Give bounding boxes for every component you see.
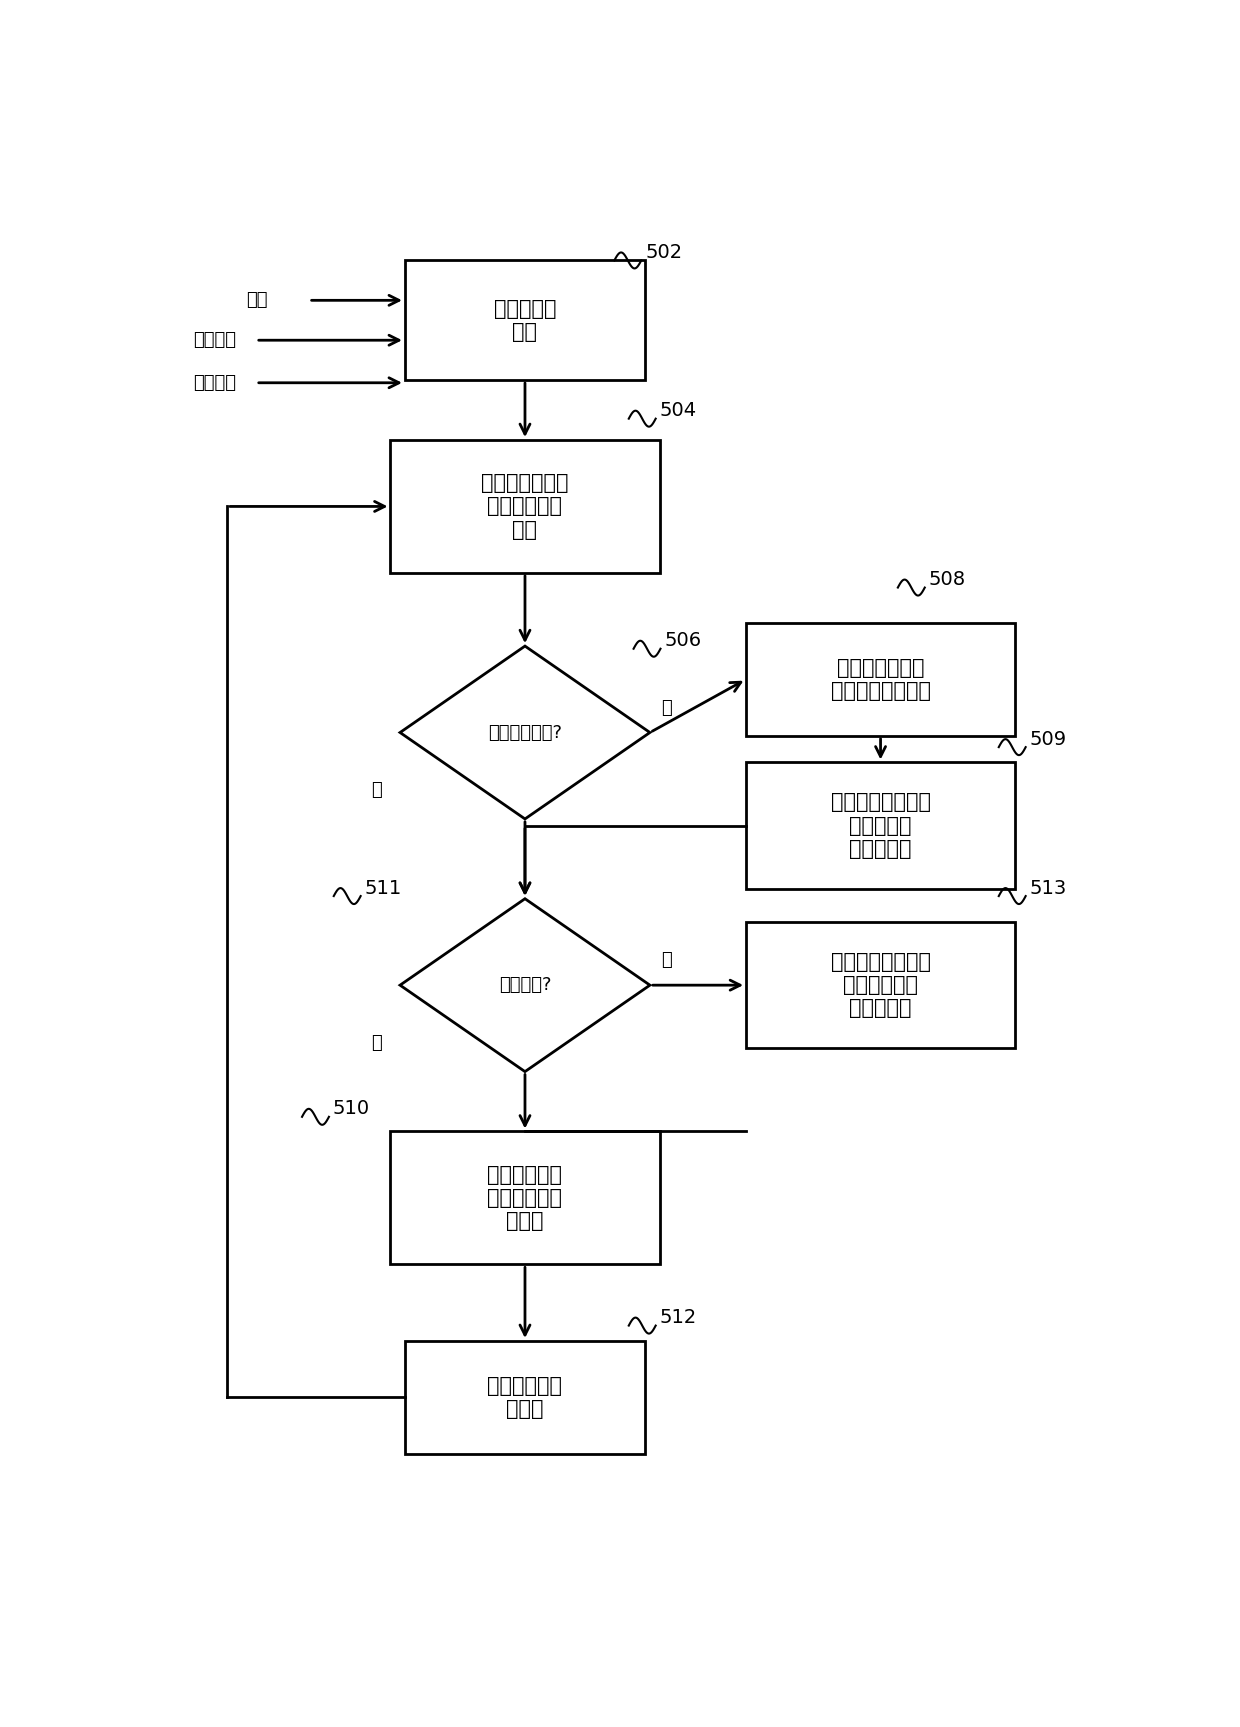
Text: 杂项输入: 杂项输入 <box>193 373 237 392</box>
Text: 确定建议的路线，
将事件、路线
通知给车辆: 确定建议的路线， 将事件、路线 通知给车辆 <box>831 952 930 1019</box>
Text: 512: 512 <box>660 1307 697 1326</box>
FancyBboxPatch shape <box>746 762 1016 889</box>
Text: 508: 508 <box>929 570 966 589</box>
FancyBboxPatch shape <box>404 261 645 380</box>
Text: 将紧急情况车辆、
建议的路线
通知给车辆: 将紧急情况车辆、 建议的路线 通知给车辆 <box>831 793 930 858</box>
FancyBboxPatch shape <box>746 922 1016 1048</box>
Text: 否: 否 <box>371 781 382 800</box>
Text: 交通堵塞?: 交通堵塞? <box>498 976 552 995</box>
Text: 509: 509 <box>1029 729 1066 750</box>
Text: 标识紧急情况车
辆的目的地、路径: 标识紧急情况车 辆的目的地、路径 <box>831 658 930 701</box>
Text: 将定时发送给
交通灯: 将定时发送给 交通灯 <box>487 1376 563 1420</box>
Text: 513: 513 <box>1029 879 1066 898</box>
Text: 保持交通灯
数据: 保持交通灯 数据 <box>494 299 557 342</box>
FancyBboxPatch shape <box>746 623 1016 736</box>
Text: 506: 506 <box>665 632 702 651</box>
Text: 确定用于每个
交通灯的交通
灯定时: 确定用于每个 交通灯的交通 灯定时 <box>487 1164 563 1231</box>
Text: 是: 是 <box>661 698 672 717</box>
Text: 紧急情况车辆?: 紧急情况车辆? <box>489 724 562 741</box>
Text: 502: 502 <box>645 244 682 263</box>
FancyBboxPatch shape <box>391 440 660 573</box>
FancyBboxPatch shape <box>391 1131 660 1264</box>
Text: 时间信息: 时间信息 <box>193 332 237 349</box>
Polygon shape <box>401 646 650 819</box>
Text: 504: 504 <box>660 401 697 420</box>
Polygon shape <box>401 898 650 1071</box>
Text: 目标: 目标 <box>247 292 268 309</box>
Text: 否: 否 <box>371 1034 382 1052</box>
Text: 接收、保持来自
交通灯的交通
信息: 接收、保持来自 交通灯的交通 信息 <box>481 473 569 539</box>
Text: 510: 510 <box>332 1100 370 1119</box>
Text: 是: 是 <box>661 952 672 969</box>
FancyBboxPatch shape <box>404 1340 645 1454</box>
Text: 511: 511 <box>365 879 402 898</box>
